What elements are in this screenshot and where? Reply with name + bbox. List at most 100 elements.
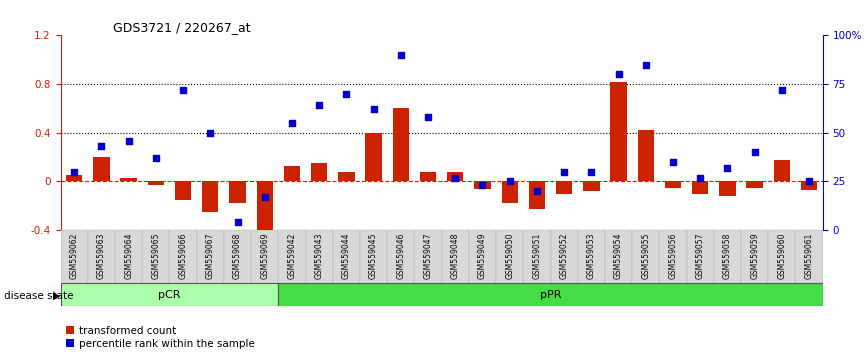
Bar: [692, 181, 708, 194]
FancyBboxPatch shape: [278, 283, 823, 306]
Bar: [637, 130, 654, 181]
Text: GSM559056: GSM559056: [669, 233, 677, 279]
Point: [313, 103, 326, 108]
Bar: [665, 181, 682, 188]
Point: [585, 169, 598, 175]
Bar: [746, 181, 763, 188]
Point: [530, 188, 544, 194]
Text: GSM559043: GSM559043: [314, 233, 324, 279]
FancyBboxPatch shape: [87, 230, 115, 283]
FancyBboxPatch shape: [714, 230, 741, 283]
Bar: [311, 163, 327, 181]
Point: [611, 72, 625, 77]
FancyBboxPatch shape: [796, 230, 823, 283]
Bar: [365, 133, 382, 181]
Point: [694, 175, 708, 181]
Text: GSM559052: GSM559052: [559, 233, 569, 279]
Bar: [256, 181, 273, 233]
Text: GSM559057: GSM559057: [695, 233, 705, 279]
Bar: [339, 172, 354, 181]
FancyBboxPatch shape: [632, 230, 659, 283]
Point: [339, 91, 353, 97]
Bar: [475, 181, 491, 189]
FancyBboxPatch shape: [306, 230, 333, 283]
Point: [475, 183, 489, 188]
FancyBboxPatch shape: [442, 230, 469, 283]
Bar: [66, 175, 82, 181]
Text: GSM559060: GSM559060: [778, 233, 786, 279]
Point: [366, 107, 380, 112]
Text: disease state: disease state: [4, 291, 74, 301]
FancyBboxPatch shape: [496, 230, 523, 283]
Point: [449, 175, 462, 181]
Point: [258, 194, 272, 200]
Point: [557, 169, 571, 175]
Bar: [420, 172, 436, 181]
FancyBboxPatch shape: [605, 230, 632, 283]
Point: [68, 169, 81, 175]
Text: GSM559068: GSM559068: [233, 233, 242, 279]
Text: GSM559059: GSM559059: [750, 233, 759, 279]
Point: [285, 120, 299, 126]
Bar: [447, 172, 463, 181]
Bar: [229, 181, 246, 203]
Text: GSM559049: GSM559049: [478, 233, 487, 279]
FancyBboxPatch shape: [61, 230, 87, 283]
Bar: [556, 181, 572, 194]
Bar: [720, 181, 735, 196]
Bar: [529, 181, 545, 210]
FancyBboxPatch shape: [687, 230, 714, 283]
FancyBboxPatch shape: [741, 230, 768, 283]
Text: GSM559058: GSM559058: [723, 233, 732, 279]
Point: [176, 87, 190, 93]
Point: [149, 155, 163, 161]
Text: GSM559065: GSM559065: [152, 233, 160, 279]
Point: [122, 138, 136, 143]
Text: GSM559050: GSM559050: [505, 233, 514, 279]
FancyBboxPatch shape: [768, 230, 796, 283]
Legend: transformed count, percentile rank within the sample: transformed count, percentile rank withi…: [66, 326, 255, 349]
Bar: [284, 166, 301, 181]
FancyBboxPatch shape: [61, 283, 278, 306]
Text: ▶: ▶: [53, 291, 60, 301]
Bar: [120, 178, 137, 181]
Point: [421, 114, 435, 120]
Text: pCR: pCR: [158, 290, 181, 300]
Point: [802, 178, 816, 184]
Text: GSM559053: GSM559053: [587, 233, 596, 279]
FancyBboxPatch shape: [551, 230, 578, 283]
Point: [503, 178, 517, 184]
FancyBboxPatch shape: [333, 230, 360, 283]
FancyBboxPatch shape: [469, 230, 496, 283]
Text: GSM559042: GSM559042: [288, 233, 296, 279]
FancyBboxPatch shape: [360, 230, 387, 283]
Bar: [801, 181, 818, 190]
Text: GDS3721 / 220267_at: GDS3721 / 220267_at: [113, 21, 250, 34]
Text: GSM559048: GSM559048: [451, 233, 460, 279]
FancyBboxPatch shape: [278, 230, 306, 283]
Text: GSM559062: GSM559062: [70, 233, 79, 279]
Text: GSM559054: GSM559054: [614, 233, 623, 279]
FancyBboxPatch shape: [115, 230, 142, 283]
Text: pPR: pPR: [540, 290, 561, 300]
Bar: [501, 181, 518, 203]
Bar: [583, 181, 599, 191]
Text: GSM559064: GSM559064: [124, 233, 133, 279]
FancyBboxPatch shape: [578, 230, 605, 283]
Text: GSM559063: GSM559063: [97, 233, 106, 279]
FancyBboxPatch shape: [387, 230, 415, 283]
Bar: [392, 108, 409, 181]
Text: GSM559051: GSM559051: [533, 233, 541, 279]
Text: GSM559047: GSM559047: [423, 233, 432, 279]
FancyBboxPatch shape: [659, 230, 687, 283]
Text: GSM559045: GSM559045: [369, 233, 378, 279]
FancyBboxPatch shape: [224, 230, 251, 283]
FancyBboxPatch shape: [523, 230, 551, 283]
FancyBboxPatch shape: [142, 230, 170, 283]
Text: GSM559061: GSM559061: [805, 233, 813, 279]
Bar: [611, 82, 627, 181]
Text: GSM559067: GSM559067: [206, 233, 215, 279]
FancyBboxPatch shape: [197, 230, 224, 283]
Point: [94, 144, 108, 149]
Point: [666, 159, 680, 165]
